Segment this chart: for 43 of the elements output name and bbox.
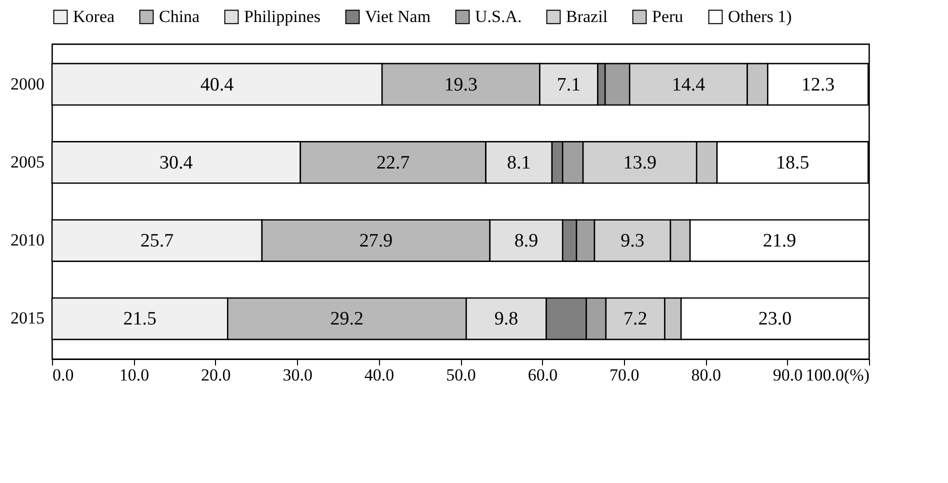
y-tick-label: 2005 (10, 152, 44, 172)
y-tick-label: 2015 (10, 308, 44, 328)
data-label: 29.2 (330, 308, 364, 330)
data-label: 18.5 (776, 152, 810, 174)
data-label: 14.4 (672, 74, 706, 96)
data-label: 7.2 (623, 308, 648, 330)
data-label: 19.3 (444, 74, 478, 96)
legend-label: Philippines (244, 6, 321, 26)
x-tick-label: 20.0 (201, 366, 231, 384)
x-tick-label: 100.0(%) (806, 366, 870, 384)
data-label: 13.9 (623, 152, 656, 174)
x-tick-label: 40.0 (364, 366, 394, 384)
data-label: 12.3 (801, 74, 835, 96)
data-label: 8.9 (514, 230, 538, 252)
data-label: 25.7 (140, 230, 174, 252)
data-label: 22.7 (376, 152, 410, 174)
data-label: 9.8 (494, 308, 518, 330)
data-label: 30.4 (160, 152, 194, 174)
data-label: 8.1 (507, 152, 531, 174)
x-tick-label: 50.0 (446, 366, 476, 384)
data-label: 7.1 (556, 74, 581, 96)
x-tick-label: 70.0 (610, 366, 640, 384)
legend-label: Others 1) (728, 6, 792, 26)
data-label: 21.9 (762, 230, 796, 252)
data-label: 21.5 (123, 308, 156, 330)
x-tick-label: 0.0 (52, 366, 74, 384)
legend-label: U.S.A. (475, 6, 522, 26)
y-tick-label: 2010 (10, 230, 44, 250)
legend-label: Brazil (566, 6, 608, 26)
data-label: 40.4 (200, 74, 234, 96)
legend-label: Viet Nam (365, 6, 431, 26)
data-label: 9.3 (620, 230, 644, 252)
data-label: 27.9 (359, 230, 393, 252)
x-tick-label: 90.0 (772, 366, 803, 384)
x-tick-label: 60.0 (528, 366, 558, 384)
legend-label: China (159, 6, 200, 26)
x-tick-label: 30.0 (282, 366, 312, 384)
y-tick-label: 2000 (10, 74, 44, 94)
x-tick-label: 10.0 (119, 366, 150, 384)
legend-label: Peru (652, 6, 684, 26)
legend-label: Korea (73, 6, 115, 26)
x-tick-label: 80.0 (691, 366, 721, 384)
data-label: 23.0 (758, 308, 792, 330)
